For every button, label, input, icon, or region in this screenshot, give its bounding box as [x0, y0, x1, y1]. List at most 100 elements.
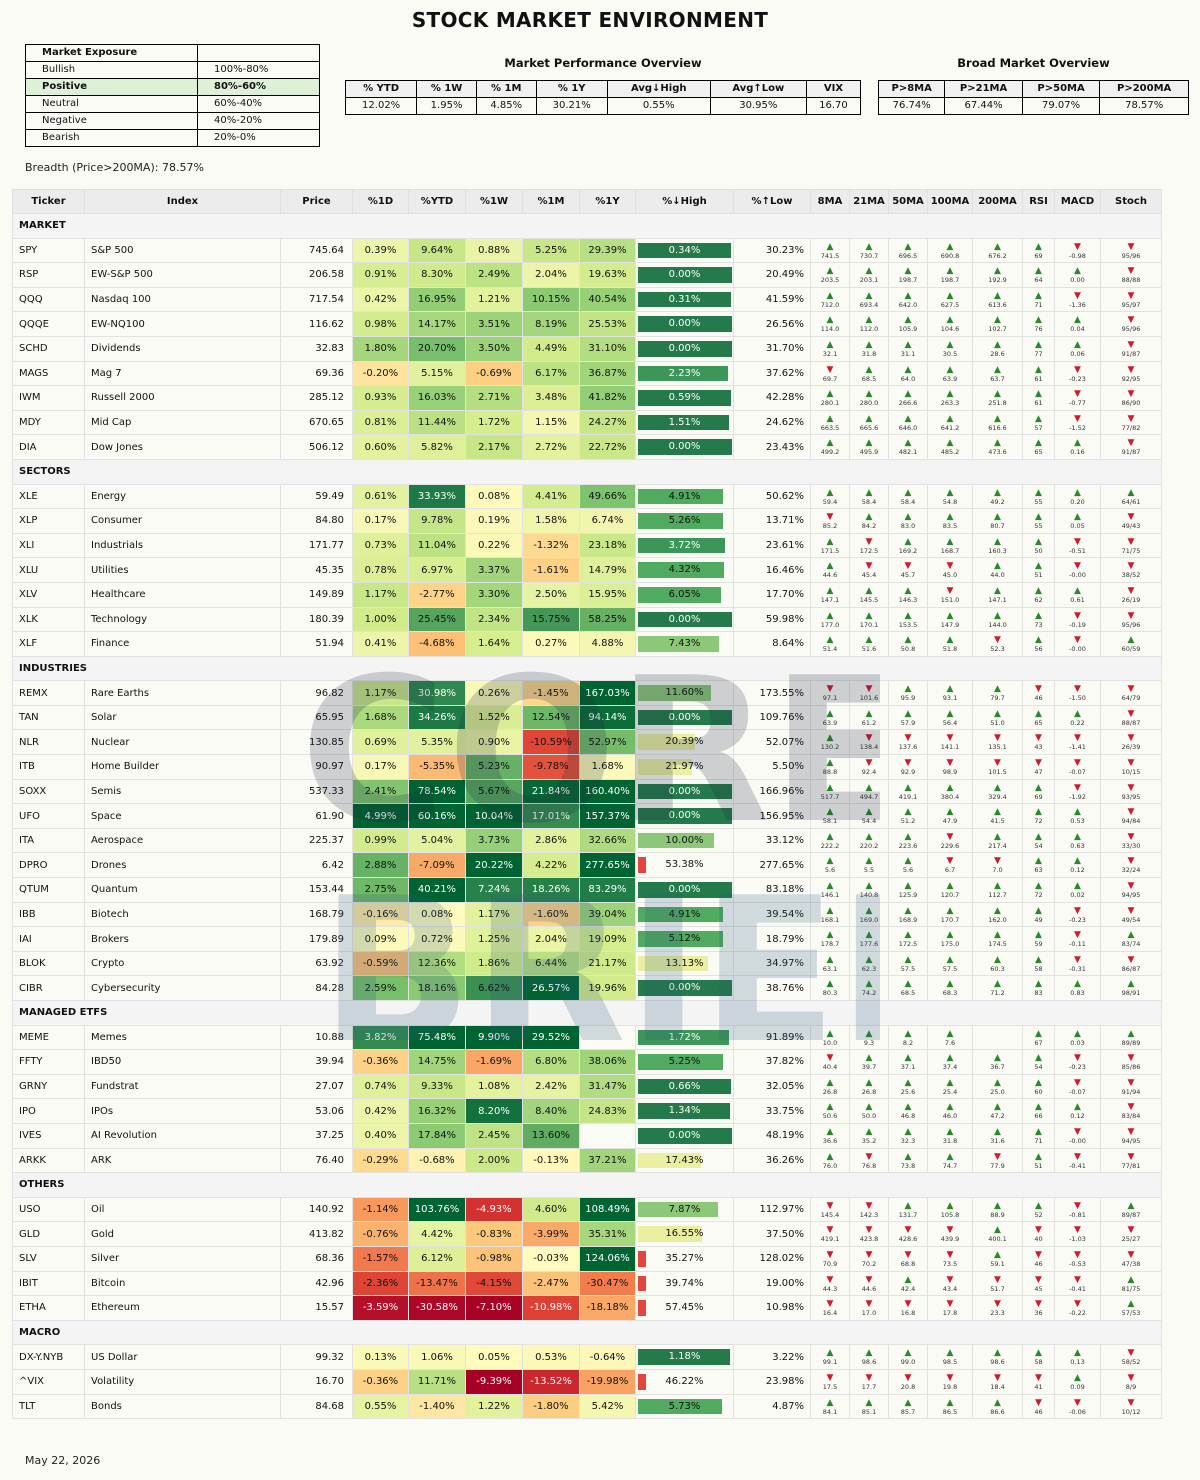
ma8-value: 178.7: [820, 940, 840, 949]
ma50-value: 169.2: [898, 546, 918, 555]
pct-down-high: 0.00%: [635, 434, 734, 460]
pct-1d: 1.80%: [352, 335, 409, 362]
pct-1d: 0.17%: [352, 754, 409, 780]
arrow-up-icon: ▲: [904, 1200, 912, 1211]
section-title: OTHERS: [12, 1172, 1162, 1198]
pct-1y: 25.53%: [579, 311, 636, 337]
pct-down-high: 0.00%: [635, 778, 734, 805]
rsi-cell: ▲ 67: [1022, 1024, 1055, 1051]
ma100-value: 641.2: [940, 423, 960, 432]
pct-up-low: 91.89%: [733, 1024, 811, 1051]
ma50-value: 153.5: [898, 620, 918, 629]
arrow-up-icon: ▲: [826, 241, 834, 252]
arrow-down-icon: ▼: [865, 1274, 873, 1285]
arrow-up-icon: ▲: [865, 1028, 873, 1039]
index-name: IBD50: [84, 1049, 281, 1075]
high-bar: [638, 709, 732, 726]
pct-1d: 0.55%: [352, 1393, 409, 1420]
pct-1y: 52.97%: [579, 729, 636, 756]
arrow-down-icon: ▼: [904, 1225, 912, 1236]
pct-up-low: 18.79%: [733, 926, 811, 952]
arrow-up-icon: ▲: [1035, 339, 1042, 350]
arrow-up-icon: ▲: [946, 930, 954, 941]
macd-cell: ▼ -0.23: [1054, 360, 1101, 387]
ticker: REMX: [12, 680, 85, 706]
macd-cell: ▼ -0.23: [1054, 901, 1101, 928]
macd-value: -0.81: [1069, 1210, 1086, 1219]
ticker: RSP: [12, 262, 85, 288]
arrow-up-icon: ▲: [994, 536, 1001, 547]
arrow-up-icon: ▲: [994, 979, 1001, 990]
pct-1w: 3.30%: [465, 581, 523, 608]
high-value: 4.91%: [668, 490, 701, 502]
macd-cell: ▼ -0.41: [1054, 1147, 1101, 1174]
arrow-down-icon: ▼: [994, 758, 1001, 769]
table-row: NLR Nuclear 130.85 0.69% 5.35% 0.90% -10.59% 52…: [12, 729, 1162, 756]
pct-1w: 7.24%: [465, 877, 523, 903]
ma200-value: 41.5: [990, 817, 1005, 826]
ma8-cell: ▼ 97.1: [810, 680, 850, 706]
table-row: ^VIX Volatility 16.70 -0.36% 11.71% -9.39% -13…: [12, 1368, 1162, 1395]
arrow-up-icon: ▲: [904, 1397, 912, 1408]
high-value: 1.51%: [668, 416, 701, 428]
pct-ytd: 11.44%: [408, 409, 466, 436]
ticker: ITB: [12, 754, 85, 780]
stoch-cell: ▼ 77/81: [1100, 1147, 1162, 1174]
pct-down-high: 0.66%: [635, 1073, 734, 1100]
arrow-down-icon: ▼: [1035, 1397, 1042, 1408]
ma21-cell: ▼ 92.4: [849, 754, 889, 780]
pct-up-low: 23.61%: [733, 532, 811, 559]
arrow-up-icon: ▲: [826, 1028, 834, 1039]
high-value: 0.66%: [668, 1080, 701, 1092]
arrow-up-icon: ▲: [826, 930, 834, 941]
pct-1d: 2.59%: [352, 975, 409, 1001]
arrow-up-icon: ▲: [1127, 1299, 1135, 1310]
arrow-down-icon: ▼: [1035, 1299, 1042, 1310]
stoch-value: 91/87: [1121, 349, 1141, 358]
arrow-up-icon: ▲: [904, 438, 912, 449]
ma8-cell: ▲ 741.5: [810, 237, 850, 264]
rsi-value: 61: [1034, 374, 1043, 383]
pct-ytd: -0.68%: [408, 1147, 466, 1174]
macd-cell: ▼ -1.36: [1054, 286, 1101, 313]
ma8-value: 741.5: [820, 251, 840, 260]
ma50-cell: ▲ 64.0: [888, 360, 928, 387]
ma8-value: 59.4: [822, 497, 838, 506]
ma100-cell: ▲ 627.5: [927, 286, 973, 313]
ma8-cell: ▼ 70.9: [810, 1245, 850, 1272]
arrow-up-icon: ▲: [865, 1397, 873, 1408]
pct-1m: 8.40%: [522, 1098, 580, 1124]
arrow-down-icon: ▼: [946, 856, 954, 867]
arrow-down-icon: ▼: [1035, 1249, 1042, 1260]
arrow-up-icon: ▲: [1074, 1348, 1081, 1359]
pct-down-high: 5.26%: [635, 508, 734, 534]
ma50-cell: ▼ 68.8: [888, 1245, 928, 1272]
arrow-up-icon: ▲: [1074, 315, 1081, 326]
ma8-cell: ▲ 44.6: [810, 557, 850, 583]
pct-1w: 1.86%: [465, 950, 523, 977]
pct-ytd: 6.12%: [408, 1245, 466, 1272]
arrow-down-icon: ▼: [1074, 758, 1081, 769]
macd-value: -1.50: [1069, 694, 1086, 703]
ma21-value: 172.5: [859, 546, 879, 555]
stoch-cell: ▼ 58/52: [1100, 1344, 1162, 1370]
index-name: Cybersecurity: [84, 975, 281, 1001]
ma50-cell: ▲ 68.5: [888, 975, 928, 1001]
arrow-up-icon: ▲: [1074, 266, 1081, 277]
ticker: DPRO: [12, 852, 85, 879]
ma100-cell: ▲ 46.0: [927, 1098, 973, 1124]
arrow-down-icon: ▼: [994, 856, 1001, 867]
arrow-down-icon: ▼: [946, 1372, 954, 1383]
section-title: SECTORS: [12, 458, 1162, 485]
macd-value: 0.04: [1070, 325, 1085, 334]
ma200-value: 7.0: [992, 866, 1003, 875]
ma8-value: 147.1: [820, 595, 840, 604]
stoch-value: 8/9: [1125, 1382, 1137, 1391]
rsi-cell: ▲ 49: [1022, 901, 1055, 928]
rsi-value: 40: [1034, 1235, 1043, 1244]
pct-1y: 58.25%: [579, 606, 636, 633]
ma21-value: 84.2: [861, 522, 877, 531]
pct-1m: 21.84%: [522, 778, 580, 805]
ma100-value: 47.9: [942, 817, 958, 826]
rsi-value: 72: [1034, 891, 1043, 900]
